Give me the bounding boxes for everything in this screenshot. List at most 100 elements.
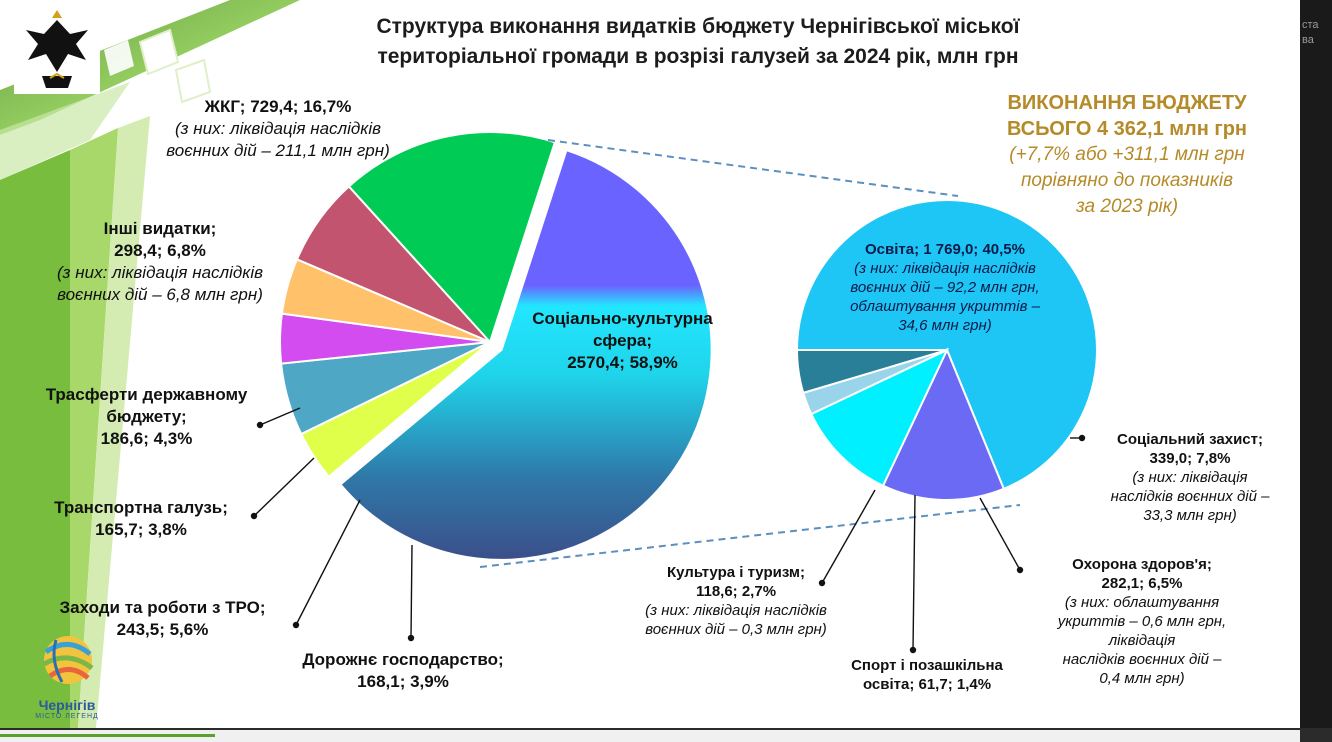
logo-tagline: МІСТО ЛЕГЕНД: [35, 713, 99, 720]
leader-dot-transfers: [256, 421, 264, 429]
leader-dot-road: [407, 634, 415, 642]
leader-dot-culture-tourism: [818, 579, 826, 587]
label-road: Дорожнє господарство; 168,1; 3,9%: [268, 649, 538, 693]
dashed-connector-top: [547, 139, 959, 197]
bottom-frame: [0, 728, 1332, 742]
label-social-protection-note-1: (з них: ліквідація: [1132, 469, 1248, 486]
label-tro-line-2: 243,5; 5,6%: [116, 620, 209, 639]
budget-summary: ВИКОНАННЯ БЮДЖЕТУ ВСЬОГО 4 362,1 млн грн…: [968, 90, 1286, 220]
label-health-note-5: 0,4 млн грн): [1099, 670, 1185, 687]
label-tro-line-1: Заходи та роботи з ТРО;: [59, 598, 266, 617]
leader-dot-social-protection: [1078, 434, 1086, 442]
leader-line-sport: [912, 494, 916, 651]
connector-lines: [250, 139, 1086, 654]
label-education: Освіта; 1 769,0; 40,5% (з них: ліквідаці…: [820, 240, 1070, 335]
title-line-2: територіальної громади в розрізі галузей…: [377, 45, 1019, 68]
leader-line-transport: [253, 457, 315, 517]
edge-text-1: ста: [1302, 19, 1319, 31]
label-health-note-1: (з них: облаштування: [1064, 594, 1220, 611]
detail-pie-slice-соціальний-захист: [881, 347, 1006, 501]
edge-text: ста ва: [1302, 18, 1319, 48]
label-sport-line-2: освіта; 61,7; 1,4%: [862, 676, 992, 693]
summary-line-5: за 2023 рік): [1075, 196, 1179, 217]
leader-dot-sport: [909, 646, 917, 654]
label-education-note-2: воєнних дій – 92,2 млн грн,: [850, 279, 1040, 296]
label-health-note-2: укриттів – 0,6 млн грн,: [1057, 613, 1227, 630]
leader-line-culture-tourism: [821, 489, 876, 584]
label-social-culture: Соціально-культурна сфера; 2570,4; 58,9%: [500, 308, 745, 374]
label-other-expenses-note-1: (з них: ліквідація наслідків: [57, 263, 263, 282]
label-zhkg-note-2: воєнних дій – 211,1 млн грн): [166, 141, 390, 160]
label-transport: Транспортна галузь; 165,7; 3,8%: [26, 497, 256, 541]
edge-text-2: ва: [1302, 34, 1314, 46]
label-health-note-3: ліквідація: [1108, 632, 1176, 649]
leader-line-health: [979, 497, 1021, 571]
label-culture-tourism-note-1: (з них: ліквідація наслідків: [645, 602, 827, 619]
label-other-expenses-value: 298,4; 6,8%: [114, 241, 206, 260]
detail-pie-slice-охорона-здоров-я: [809, 347, 950, 488]
label-health-line-1: Охорона здоров'я;: [1072, 556, 1212, 573]
logo-name: Чернігів: [38, 697, 96, 713]
leader-line-tro: [295, 499, 361, 626]
label-culture-tourism-line-2: 118,6; 2,7%: [695, 583, 777, 600]
label-health-note-4: наслідків воєнних дій –: [1062, 651, 1222, 668]
label-social-culture-line-2: сфера;: [592, 331, 653, 350]
label-transport-line-2: 165,7; 3,8%: [95, 520, 187, 539]
label-education-note-4: 34,6 млн грн): [898, 317, 992, 334]
leader-dot-transport: [250, 512, 258, 520]
label-social-protection-note-3: 33,3 млн грн): [1143, 507, 1237, 524]
label-social-protection-note-2: наслідків воєнних дій –: [1110, 488, 1270, 505]
detail-pie: [795, 199, 1098, 501]
label-education-title: Освіта; 1 769,0; 40,5%: [865, 241, 1025, 258]
leader-line-transfers: [259, 407, 301, 426]
label-other-expenses-title: Інші видатки;: [103, 219, 217, 238]
label-tro: Заходи та роботи з ТРО; 243,5; 5,6%: [30, 597, 295, 641]
main-pie: [279, 131, 713, 561]
main-pie-slice-жкг: [347, 131, 557, 344]
label-transfers-line-3: 186,6; 4,3%: [100, 429, 193, 448]
label-other-expenses: Інші видатки; 298,4; 6,8% (з них: ліквід…: [20, 218, 300, 306]
label-social-culture-line-3: 2570,4; 58,9%: [567, 353, 678, 372]
green-decoration: [0, 0, 300, 728]
label-zhkg: ЖКГ; 729,4; 16,7% (з них: ліквідація нас…: [128, 96, 428, 162]
summary-line-2: ВСЬОГО 4 362,1 млн грн: [1006, 118, 1248, 140]
chart-title: Структура виконання видатків бюджету Чер…: [248, 12, 1148, 72]
pie-charts: [250, 131, 1098, 654]
label-culture-tourism-note-2: воєнних дій – 0,3 млн грн): [645, 621, 827, 638]
label-social-culture-line-1: Соціально-культурна: [532, 309, 713, 328]
label-culture-tourism: Культура і туризм; 118,6; 2,7% (з них: л…: [616, 563, 856, 639]
summary-line-1: ВИКОНАННЯ БЮДЖЕТУ: [1007, 92, 1247, 114]
label-zhkg-title: ЖКГ; 729,4; 16,7%: [204, 97, 352, 116]
label-sport-line-1: Спорт і позашкільна: [851, 657, 1003, 674]
yarn-ball-logo-icon: [42, 636, 94, 684]
leader-line-road: [410, 544, 413, 639]
slide: Структура виконання видатків бюджету Чер…: [0, 0, 1300, 728]
main-pie-slice-соціально-культурна-сфера: [339, 148, 713, 561]
label-transport-line-1: Транспортна галузь;: [54, 498, 228, 517]
label-other-expenses-note-2: воєнних дій – 6,8 млн грн): [57, 285, 263, 304]
title-line-1: Структура виконання видатків бюджету Чер…: [376, 15, 1020, 38]
label-transfers-line-2: бюджету;: [106, 407, 187, 426]
city-coat-of-arms-icon: [14, 8, 100, 94]
label-sport: Спорт і позашкільна освіта; 61,7; 1,4%: [822, 656, 1032, 694]
detail-pie-slice-освіта: [795, 199, 1098, 491]
leader-dot-health: [1016, 566, 1024, 574]
label-education-note-1: (з них: ліквідація наслідків: [854, 260, 1036, 277]
label-culture-tourism-line-1: Культура і туризм;: [666, 564, 806, 581]
label-road-line-1: Дорожнє господарство;: [302, 650, 504, 669]
label-road-line-2: 168,1; 3,9%: [357, 672, 449, 691]
label-social-protection-line-1: Соціальний захист;: [1117, 431, 1263, 448]
label-zhkg-note-1: (з них: ліквідація наслідків: [175, 119, 381, 138]
leader-dot-tro: [292, 621, 300, 629]
summary-line-3: (+7,7% або +311,1 млн грн: [1009, 144, 1245, 165]
label-social-protection: Соціальний захист; 339,0; 7,8% (з них: л…: [1082, 430, 1298, 525]
dashed-connector-bottom: [479, 504, 1021, 568]
chernihiv-logo: Чернігів МІСТО ЛЕГЕНД: [28, 632, 106, 722]
summary-line-4: порівняно до показників: [1020, 170, 1234, 191]
label-health-line-2: 282,1; 6,5%: [1101, 575, 1183, 592]
detail-pie-slice-культура-і-туризм: [795, 349, 948, 395]
label-health: Охорона здоров'я; 282,1; 6,5% (з них: об…: [1012, 555, 1272, 688]
label-social-protection-line-2: 339,0; 7,8%: [1149, 450, 1231, 467]
label-education-note-3: облаштування укриттів –: [850, 298, 1040, 315]
label-transfers: Трасферти державному бюджету; 186,6; 4,3…: [14, 384, 279, 450]
